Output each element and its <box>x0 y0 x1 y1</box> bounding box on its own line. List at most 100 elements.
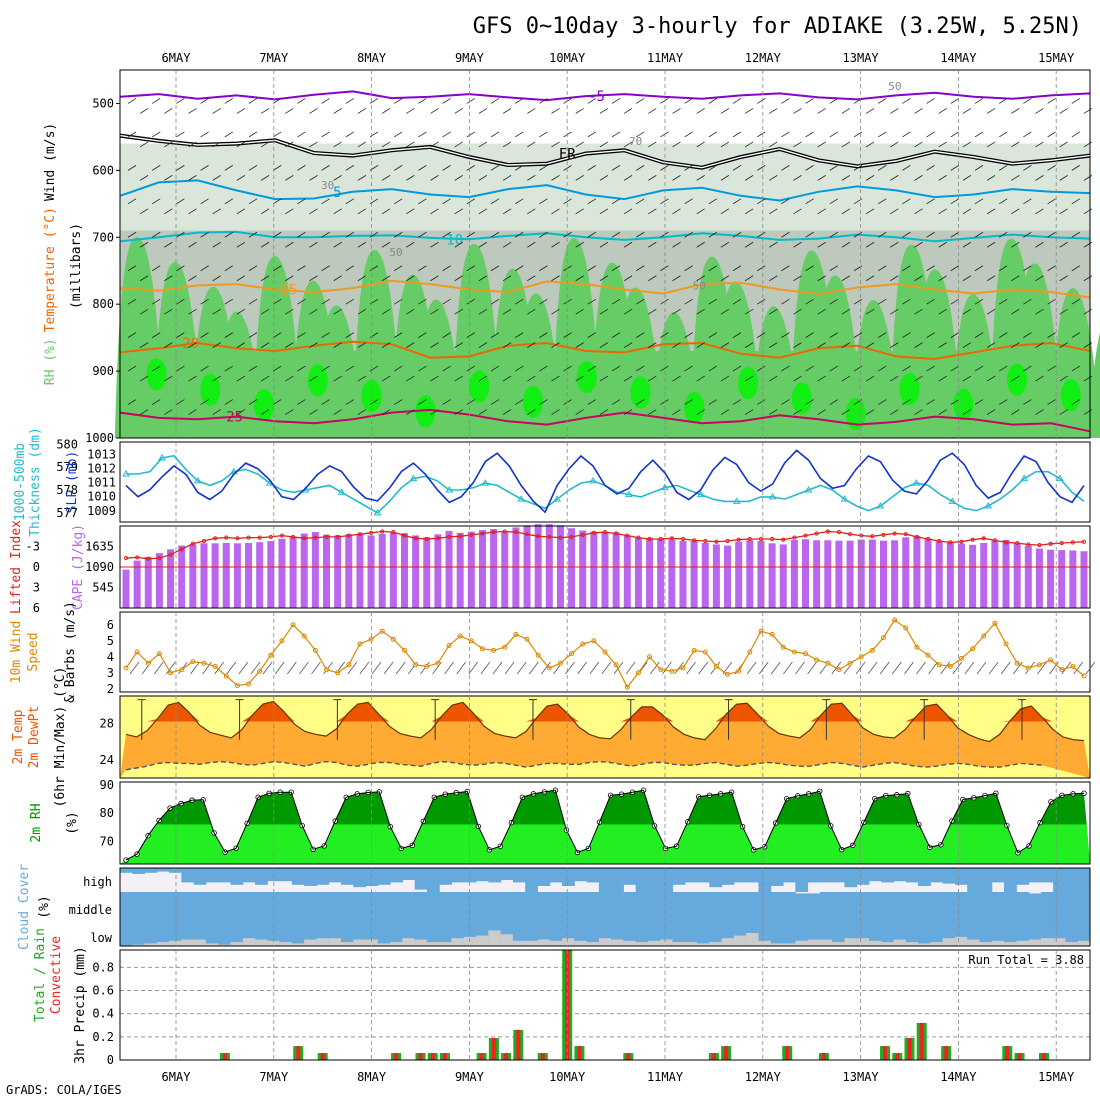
wind-barb <box>672 141 681 148</box>
cloud-low-bg <box>279 920 293 946</box>
wind-barb <box>430 175 439 181</box>
wind-barb <box>841 342 851 348</box>
top-date-axis: 6MAY 7MAY 8MAY 9MAY 10MAY 11MAY 12MAY 13MAY 14MA… <box>162 51 1075 65</box>
cloud-high-bar <box>1016 868 1030 885</box>
wind-barb <box>224 198 234 205</box>
wind-barb <box>865 409 875 415</box>
wind-barb <box>528 661 539 675</box>
wind-barb <box>611 131 621 138</box>
wind-barb <box>260 275 270 282</box>
cloud-middle-bar <box>328 892 342 920</box>
wind-barb <box>746 661 757 675</box>
wind-barb <box>926 332 935 338</box>
wind-barb <box>879 661 890 675</box>
wind-barb <box>769 308 778 315</box>
wind-barb <box>214 661 225 675</box>
wind-barb <box>865 241 875 248</box>
wind-barb <box>841 375 851 382</box>
wind-barb <box>672 208 681 215</box>
wind-barb <box>599 141 609 148</box>
cloud-low-bg <box>795 920 809 946</box>
top-date-label: 11MAY <box>647 51 684 65</box>
wind-barb <box>698 661 709 675</box>
bottom-date-axis: 6MAY 7MAY 8MAY 9MAY 10MAY 11MAY 12MAY 13MAY 14MA… <box>162 1070 1075 1084</box>
wind-barb <box>309 275 318 282</box>
wind-barb <box>998 332 1008 338</box>
cloud-low-bg <box>623 920 637 946</box>
cloud-low-bar <box>684 942 698 946</box>
wind-barb <box>345 332 355 338</box>
wind-barb <box>1023 98 1032 104</box>
cloud-high-bar <box>684 868 698 883</box>
cape-bar <box>735 541 743 608</box>
wind-barb <box>490 265 500 272</box>
dewpt-line <box>125 760 1042 771</box>
wind-barb <box>623 342 633 348</box>
cloud-middle-bar <box>1040 892 1054 920</box>
wind-barb <box>672 275 681 282</box>
rh-tick-label: 70 <box>100 834 114 848</box>
cloud-high-bar <box>967 868 980 892</box>
wind-barb <box>1083 308 1093 315</box>
wind-barb <box>998 131 1008 138</box>
cape-bar <box>824 540 832 608</box>
wind-barb <box>539 198 548 205</box>
cloud-middle-bar <box>844 892 858 920</box>
wind-barb <box>744 409 754 415</box>
wind-barb <box>805 332 814 338</box>
cloud-middle-bar <box>733 892 747 920</box>
wind-barb <box>575 208 584 215</box>
wind-barb <box>974 198 984 205</box>
wind-barb <box>732 165 742 171</box>
wind-barb <box>1071 198 1081 205</box>
li-line <box>125 530 1085 560</box>
wind-barb <box>756 265 766 272</box>
cloud-middle-bar <box>377 892 391 920</box>
cloud-middle-bar <box>783 892 796 920</box>
rh-unit-label: (%) <box>65 811 80 834</box>
footer-credit: GrADS: COLA/IGES <box>6 1083 122 1097</box>
wind-barb <box>938 241 947 248</box>
wind-barb <box>466 198 476 205</box>
rh-contour-label: 50 <box>693 279 706 292</box>
wind-barb <box>829 332 839 338</box>
wind-barb <box>490 98 500 104</box>
wind-barb <box>635 98 645 104</box>
wind-barb <box>769 275 778 282</box>
wind-barb <box>502 208 512 215</box>
wind-barb <box>139 409 149 415</box>
wind-barb <box>357 308 367 315</box>
cloud-ylabel-part: Cloud Cover <box>17 864 32 950</box>
precip-convective-bar <box>724 1046 729 1060</box>
wind-barb <box>684 98 693 104</box>
wind-barb <box>781 165 790 171</box>
wind-barb <box>345 399 355 405</box>
wind-barb <box>660 165 669 171</box>
wind-barb <box>1071 231 1081 238</box>
wind-barb <box>127 165 137 171</box>
cape-bar <box>790 539 798 608</box>
wind-barb <box>260 241 270 248</box>
wind-barb <box>575 375 584 382</box>
wind-barb <box>224 298 234 305</box>
cape-bar <box>902 537 910 608</box>
bottom-date-label: 8MAY <box>357 1070 387 1084</box>
wind-barb <box>454 108 463 114</box>
cape-bar <box>1002 539 1010 608</box>
wind-barb <box>309 241 318 248</box>
wind-barb <box>272 265 282 272</box>
wind-barb <box>1011 108 1020 114</box>
wind-barb <box>321 332 330 338</box>
cape-bar <box>779 544 787 608</box>
cloud-high-bar <box>169 868 182 873</box>
cloud-low-bar <box>746 933 759 946</box>
wind-barb <box>696 308 705 315</box>
wind-barb <box>890 141 899 148</box>
wind-barb <box>551 175 560 181</box>
wind-barb <box>164 409 173 415</box>
wind-barb <box>635 399 645 405</box>
cloud-high-bar <box>132 868 146 874</box>
wind-barb <box>1059 175 1068 181</box>
wind-barb <box>151 298 161 305</box>
cloud-low-bar <box>611 939 624 946</box>
